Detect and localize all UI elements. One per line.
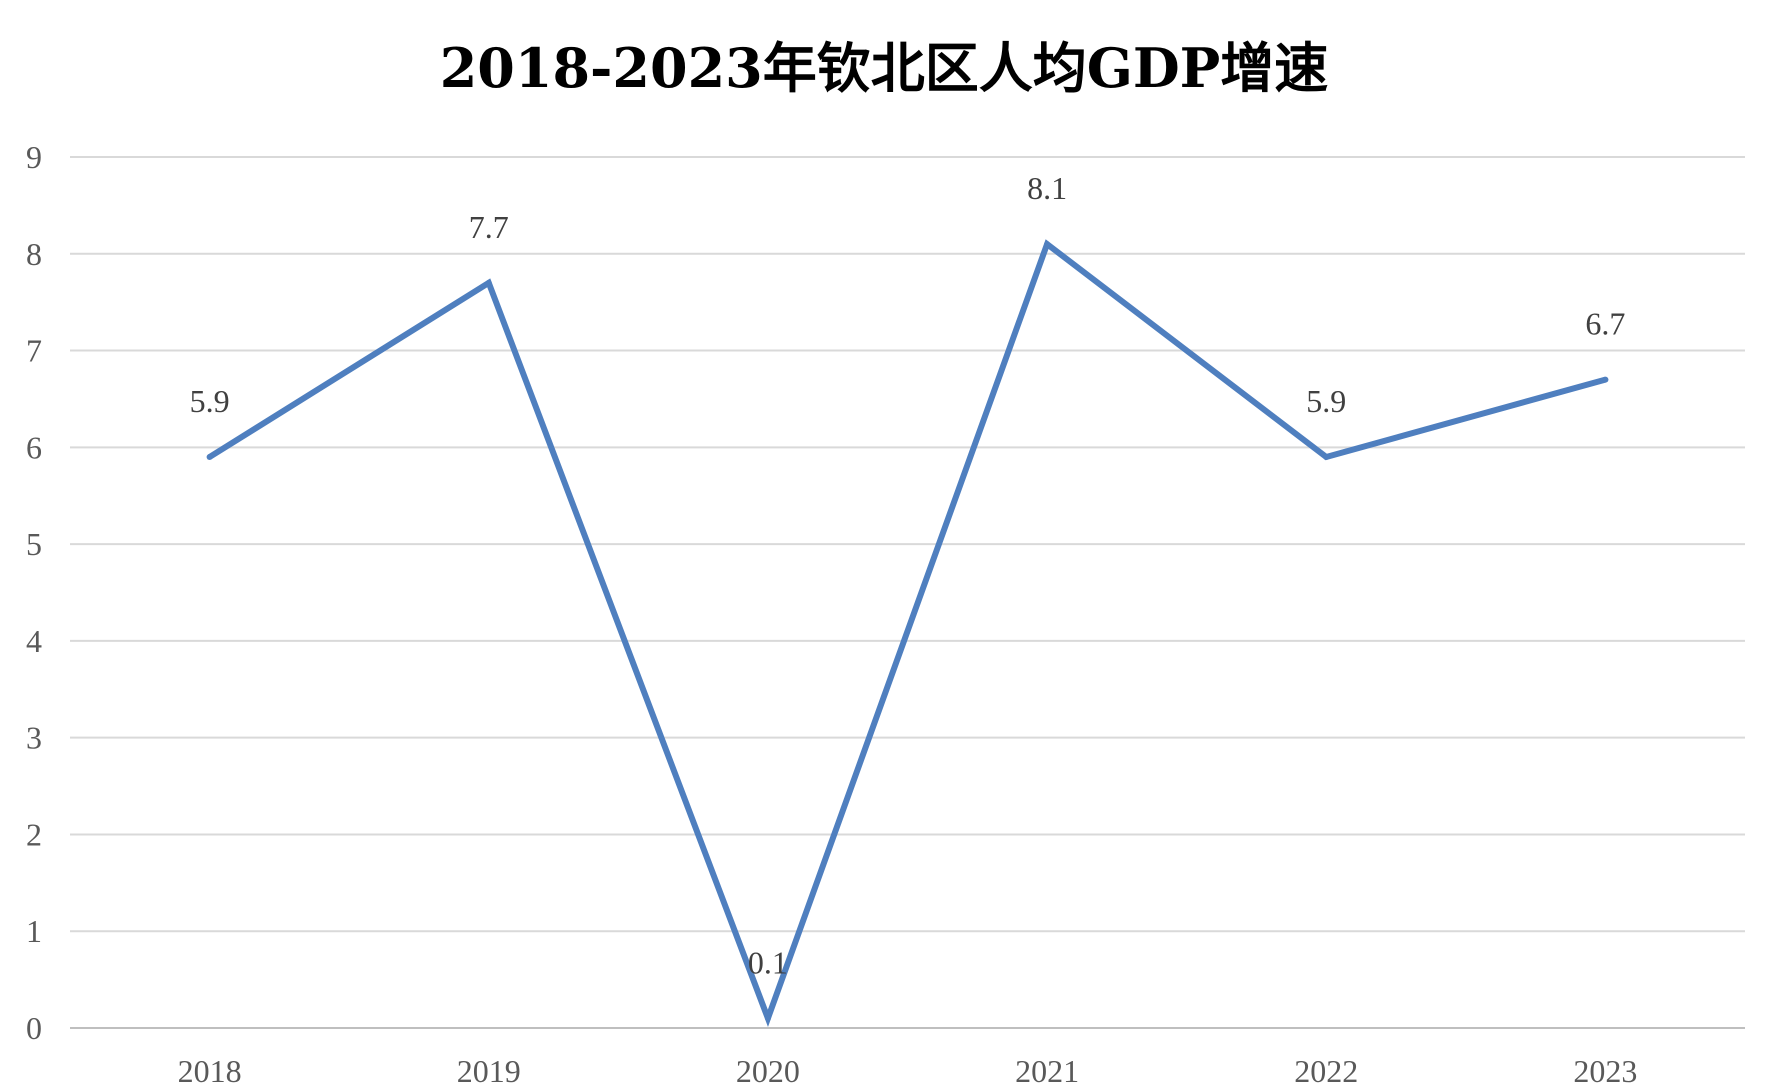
- x-tick-label: 2020: [736, 1053, 800, 1089]
- y-tick-label: 7: [26, 333, 42, 369]
- series-line: [207, 239, 1607, 1027]
- x-tick-label: 2022: [1294, 1053, 1358, 1089]
- y-tick-label: 3: [26, 720, 42, 756]
- x-tick-label: 2021: [1015, 1053, 1079, 1089]
- data-point: [206, 454, 213, 461]
- y-tick-label: 4: [26, 623, 42, 659]
- data-point: [1044, 241, 1051, 248]
- data-label: 6.7: [1585, 306, 1625, 342]
- data-label: 0.1: [748, 944, 788, 980]
- gridlines: [70, 156, 1745, 1029]
- y-tick-label: 0: [26, 1010, 42, 1046]
- y-tick-label: 9: [26, 139, 42, 175]
- y-tick-label: 2: [26, 816, 42, 852]
- data-point: [1323, 454, 1330, 461]
- data-point: [764, 1015, 771, 1022]
- y-tick-label: 6: [26, 429, 42, 465]
- x-tick-label: 2018: [178, 1053, 242, 1089]
- data-point: [1602, 376, 1609, 383]
- y-tick-label: 1: [26, 913, 42, 949]
- x-tick-label: 2019: [457, 1053, 521, 1089]
- data-point: [485, 279, 492, 286]
- data-label: 5.9: [1306, 383, 1346, 419]
- y-axis-tick-labels: 0 1 2 3 4 5 6 7 8 9: [26, 139, 42, 1046]
- data-label: 5.9: [190, 383, 230, 419]
- data-label: 7.7: [469, 209, 509, 245]
- series-layer: [206, 239, 1609, 1027]
- x-tick-label: 2023: [1573, 1053, 1637, 1089]
- x-axis-tick-labels: 2018 2019 2020 2021 2022 2023: [178, 1053, 1638, 1089]
- data-label: 8.1: [1027, 170, 1067, 206]
- y-tick-label: 8: [26, 236, 42, 272]
- y-tick-label: 5: [26, 526, 42, 562]
- data-labels: 5.9 7.7 0.1 8.1 5.9 6.7: [190, 170, 1626, 980]
- chart-title: 2018-2023年钦北区人均GDP增速: [439, 36, 1329, 100]
